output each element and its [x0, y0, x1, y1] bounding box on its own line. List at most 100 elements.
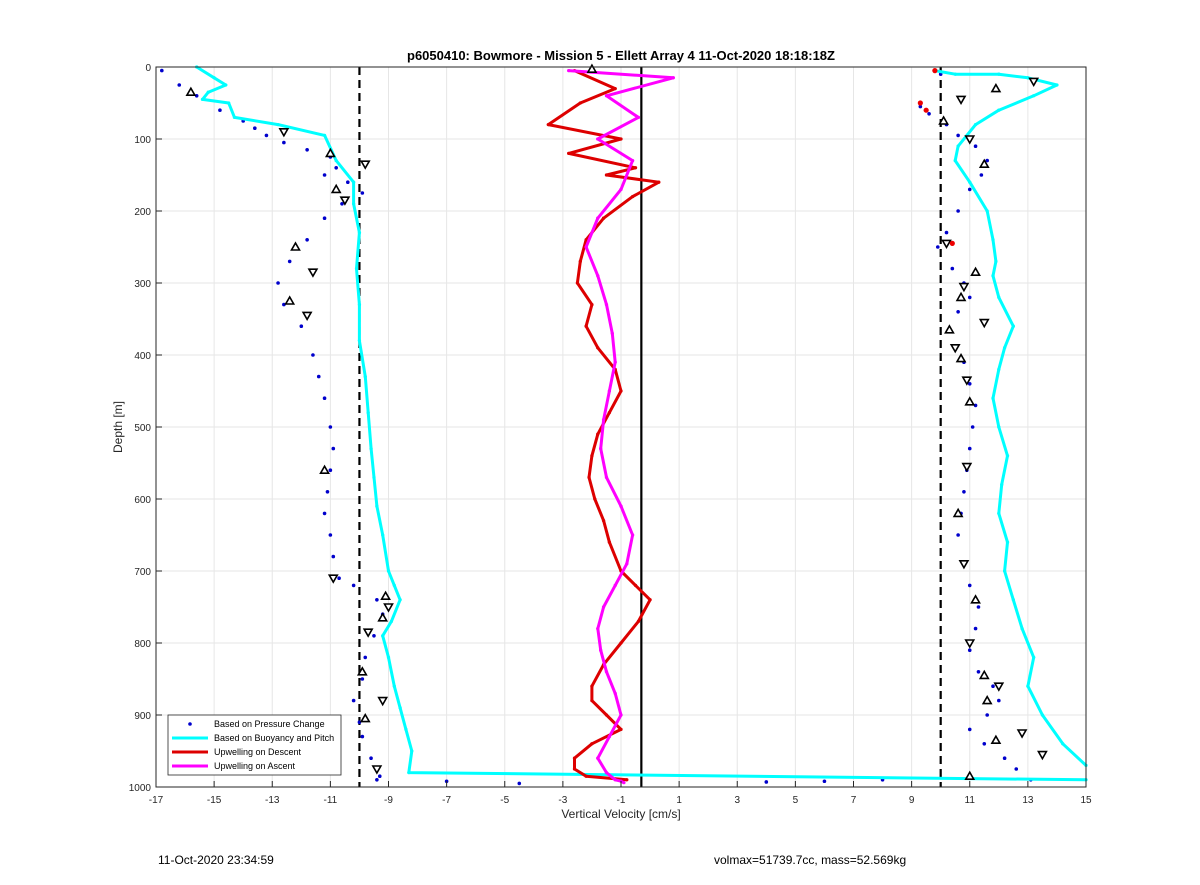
triangle-marker [961, 376, 973, 386]
triangle-marker [185, 86, 197, 96]
pressure-change-dot [377, 774, 382, 778]
upwelling-descent-line-point [619, 727, 623, 732]
buoyancy-pitch-line-point [1011, 598, 1015, 602]
triangle-marker [278, 128, 290, 138]
upwelling-descent-line-point [619, 641, 623, 645]
triangle-marker [952, 507, 964, 518]
upwelling-descent-line-point [584, 238, 588, 242]
pressure-change-dot [976, 670, 981, 674]
buoyancy-pitch-line-point [200, 97, 205, 102]
pressure-change-dot [305, 148, 309, 152]
triangle-marker [301, 311, 313, 322]
legend-swatch-pressure [188, 722, 192, 726]
pressure-change-dot [305, 238, 309, 242]
buoyancy-pitch-line-point [407, 770, 411, 775]
pressure-change-dot [962, 490, 966, 494]
triangle-marker [970, 594, 981, 604]
upwelling-descent-line-point [601, 216, 606, 220]
pressure-change-dot [311, 353, 315, 357]
y-tick-label: 800 [134, 639, 151, 650]
buoyancy-pitch-line-point [381, 634, 385, 638]
pressure-change-dot [328, 468, 333, 473]
triangle-marker [307, 268, 319, 278]
pressure-change-dot [944, 230, 949, 235]
upwelling-descent-line-point [648, 598, 652, 602]
buoyancy-pitch-line-point [956, 144, 960, 148]
upwelling-descent-line-point [578, 259, 582, 264]
y-tick-label: 400 [134, 351, 151, 362]
buoyancy-pitch-line-point [1032, 94, 1036, 98]
pressure-change-dot [935, 245, 940, 249]
pressure-change-dot [328, 533, 333, 537]
upwelling-ascent-line-point [630, 533, 635, 537]
upwelling-ascent-line-point [596, 626, 600, 631]
triangle-marker [938, 115, 949, 125]
buoyancy-pitch-line-point [1032, 655, 1036, 660]
upwelling-descent-line-point [636, 619, 641, 624]
buoyancy-pitch-line-point [351, 202, 356, 206]
x-tick-label: 11 [965, 795, 976, 806]
pressure-change-dot [287, 259, 292, 264]
buoyancy-pitch-line-point [997, 367, 1001, 372]
buoyancy-pitch-line-point [212, 76, 216, 80]
upwelling-ascent-line-point [601, 605, 606, 609]
buoyancy-pitch-line-point [991, 274, 995, 278]
buoyancy-pitch-line-point [389, 619, 394, 624]
series-layer [160, 63, 1088, 786]
upwelling-descent-line-point [593, 497, 597, 501]
pressure-change-dot [299, 324, 304, 329]
upwelling-descent-line-point [619, 137, 623, 141]
buoyancy-pitch-line-point [1061, 742, 1065, 746]
buoyancy-pitch-line-point [1005, 540, 1010, 544]
pressure-change-dot [956, 133, 960, 138]
upwelling-ascent-line-point [622, 781, 626, 785]
buoyancy-pitch-line-point [1011, 324, 1015, 328]
x-tick-label: 3 [734, 795, 740, 806]
pressure-change-dot [264, 133, 269, 138]
pressure-change-dot [956, 209, 960, 213]
triangle-marker [941, 239, 952, 250]
red-marker [917, 100, 923, 106]
buoyancy-pitch-line-point [1026, 76, 1030, 80]
upwelling-ascent-line-point [625, 562, 629, 566]
pressure-change-dot [764, 780, 769, 784]
triangle-marker [284, 295, 296, 305]
pressure-change-dot [276, 281, 280, 285]
pressure-change-dot [985, 158, 989, 163]
red-marker [932, 68, 938, 74]
buoyancy-pitch-line-point [354, 266, 359, 271]
x-tick-label: 9 [909, 795, 915, 806]
pressure-change-dot [967, 446, 972, 451]
triangle-marker [964, 770, 976, 780]
buoyancy-pitch-line-point [997, 108, 1001, 112]
upwelling-ascent-line-point [671, 76, 675, 80]
triangle-marker [993, 682, 1005, 692]
y-axis-label: Depth [m] [111, 401, 125, 453]
upwelling-descent-line-point [630, 194, 635, 199]
upwelling-ascent-line-point [607, 734, 612, 739]
upwelling-ascent-line-point [599, 648, 603, 652]
buoyancy-pitch-line-point [1040, 713, 1045, 717]
upwelling-descent-line-point [625, 778, 629, 782]
pressure-change-dot [985, 713, 989, 717]
buoyancy-pitch-line-point [1005, 454, 1010, 458]
pressure-change-dot [331, 446, 336, 451]
pressure-change-dot [982, 742, 987, 746]
red-marker [923, 107, 929, 113]
triangle-marker [319, 464, 330, 474]
y-tick-label: 200 [134, 207, 151, 218]
upwelling-descent-line-point [633, 166, 638, 170]
y-tick-label: 1000 [129, 783, 152, 794]
triangle-marker [371, 765, 383, 775]
buoyancy-pitch-line-point [375, 504, 379, 508]
buoyancy-pitch-line-point [232, 115, 237, 120]
upwelling-ascent-line-point [596, 274, 600, 278]
upwelling-ascent-line-point [613, 360, 617, 364]
pressure-change-dot [346, 180, 350, 184]
buoyancy-pitch-line-point [206, 90, 210, 94]
pressure-change-dot [194, 94, 199, 98]
x-tick-label: -5 [500, 795, 509, 806]
pressure-change-dot [331, 554, 336, 559]
triangle-marker [586, 63, 598, 73]
